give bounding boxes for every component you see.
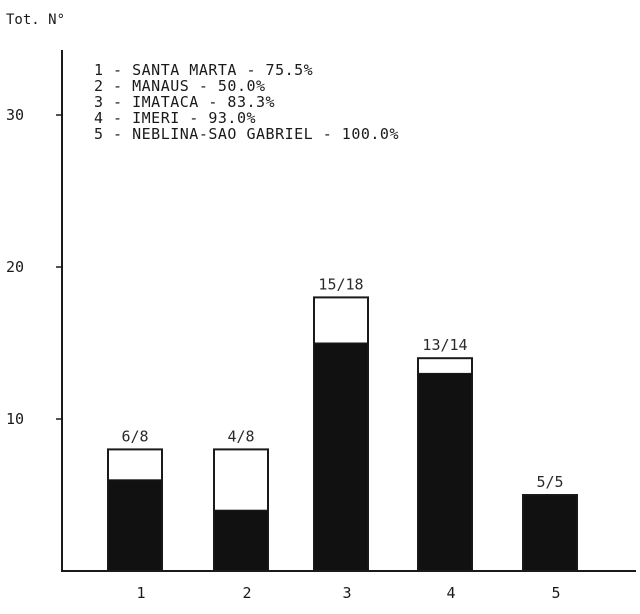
bars [107,296,578,573]
x-tick-label-4: 4 [446,584,455,602]
legend-entry-3: 3 - IMATACA - 83.3% [94,93,275,111]
bar-filled-1 [107,479,163,572]
y-tick-label-30: 30 [6,106,24,124]
bar-filled-5 [522,494,578,572]
bar-filled-3 [313,342,369,572]
y-tick-label-20: 20 [6,258,24,276]
data-label-1: 6/8 [121,427,148,445]
legend-entry-2: 2 - MANAUS - 50.0% [94,77,266,95]
data-label-3: 15/18 [318,275,363,293]
axes [56,50,636,572]
data-label-2: 4/8 [227,427,254,445]
x-tick-label-2: 2 [242,584,251,602]
legend-entry-4: 4 - IMERI - 93.0% [94,109,256,127]
y-axis-title: Tot. N° [6,12,65,28]
data-label-5: 5/5 [536,473,563,491]
labels: 6/8 1 4/8 2 15/18 3 13/14 4 5/5 5 10 20 30 [6,106,564,602]
legend-entry-1: 1 - SANTA MARTA - 75.5% [94,61,313,79]
x-tick-label-3: 3 [342,584,351,602]
legend: 1 - SANTA MARTA - 75.5%2 - MANAUS - 50.0… [94,61,399,143]
bar-filled-2 [213,509,269,572]
data-label-4: 13/14 [422,336,467,354]
x-tick-label-1: 1 [136,584,145,602]
y-tick-label-10: 10 [6,410,24,428]
legend-entry-5: 5 - NEBLINA-SAO GABRIEL - 100.0% [94,125,399,143]
bar-filled-4 [417,372,473,572]
x-tick-label-5: 5 [551,584,560,602]
